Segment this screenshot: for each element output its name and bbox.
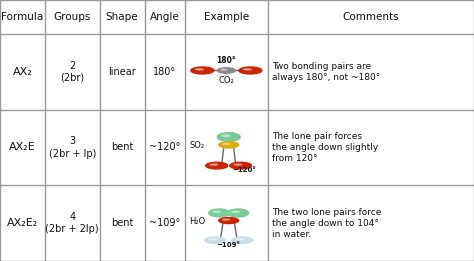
Text: ~109°: ~109° <box>149 218 180 228</box>
Ellipse shape <box>191 67 214 74</box>
FancyBboxPatch shape <box>185 34 268 110</box>
Text: Shape: Shape <box>106 12 138 22</box>
Text: ~109°: ~109° <box>217 242 241 248</box>
Ellipse shape <box>222 135 230 137</box>
Text: 4
(2br + 2lp): 4 (2br + 2lp) <box>46 212 99 234</box>
Text: AX₂E: AX₂E <box>9 143 36 152</box>
Ellipse shape <box>209 239 216 240</box>
Text: Example: Example <box>204 12 249 22</box>
Ellipse shape <box>213 211 220 212</box>
FancyBboxPatch shape <box>100 0 145 34</box>
Text: ~120°: ~120° <box>232 167 255 173</box>
Ellipse shape <box>234 164 242 165</box>
Ellipse shape <box>217 133 240 141</box>
FancyBboxPatch shape <box>268 110 474 185</box>
Ellipse shape <box>219 217 238 224</box>
FancyBboxPatch shape <box>0 34 45 110</box>
Text: SO₂: SO₂ <box>189 141 204 150</box>
Ellipse shape <box>204 237 225 243</box>
Text: Groups: Groups <box>54 12 91 22</box>
Text: The two lone pairs force
the angle down to 104°
in water.: The two lone pairs force the angle down … <box>272 207 381 239</box>
FancyBboxPatch shape <box>45 0 100 34</box>
Ellipse shape <box>223 219 230 220</box>
Text: Comments: Comments <box>343 12 399 22</box>
FancyBboxPatch shape <box>45 110 100 185</box>
Ellipse shape <box>236 239 244 240</box>
Ellipse shape <box>195 69 203 70</box>
Text: Two bonding pairs are
always 180°, not ~180°: Two bonding pairs are always 180°, not ~… <box>272 62 380 82</box>
FancyBboxPatch shape <box>100 110 145 185</box>
Ellipse shape <box>218 68 235 73</box>
FancyBboxPatch shape <box>100 185 145 261</box>
FancyBboxPatch shape <box>268 0 474 34</box>
Ellipse shape <box>232 211 239 212</box>
FancyBboxPatch shape <box>145 185 185 261</box>
Ellipse shape <box>221 69 227 70</box>
Ellipse shape <box>219 142 238 148</box>
Ellipse shape <box>210 164 218 165</box>
Text: 180°: 180° <box>217 56 236 66</box>
Text: 180°: 180° <box>153 67 176 77</box>
Text: AX₂: AX₂ <box>13 67 32 77</box>
Ellipse shape <box>228 209 248 217</box>
Ellipse shape <box>230 162 252 169</box>
Text: 2
(2br): 2 (2br) <box>60 61 84 83</box>
Text: bent: bent <box>111 218 133 228</box>
Ellipse shape <box>223 143 230 145</box>
FancyBboxPatch shape <box>145 110 185 185</box>
FancyBboxPatch shape <box>268 34 474 110</box>
FancyBboxPatch shape <box>145 34 185 110</box>
FancyBboxPatch shape <box>100 34 145 110</box>
Text: H₂O: H₂O <box>189 217 205 226</box>
FancyBboxPatch shape <box>45 34 100 110</box>
Text: bent: bent <box>111 143 133 152</box>
Ellipse shape <box>206 162 228 169</box>
Text: AX₂E₂: AX₂E₂ <box>7 218 38 228</box>
Text: CO₂: CO₂ <box>219 76 234 85</box>
Text: 3
(2br + lp): 3 (2br + lp) <box>49 136 96 159</box>
FancyBboxPatch shape <box>268 185 474 261</box>
FancyBboxPatch shape <box>0 185 45 261</box>
FancyBboxPatch shape <box>185 185 268 261</box>
Text: ~120°: ~120° <box>149 143 181 152</box>
Ellipse shape <box>239 67 262 74</box>
FancyBboxPatch shape <box>145 0 185 34</box>
FancyBboxPatch shape <box>0 110 45 185</box>
Text: linear: linear <box>108 67 136 77</box>
Ellipse shape <box>209 209 230 217</box>
Ellipse shape <box>244 69 252 70</box>
Text: The lone pair forces
the angle down slightly
from 120°: The lone pair forces the angle down slig… <box>272 132 378 163</box>
Text: Angle: Angle <box>150 12 180 22</box>
Text: Formula: Formula <box>1 12 44 22</box>
FancyBboxPatch shape <box>0 0 45 34</box>
FancyBboxPatch shape <box>185 110 268 185</box>
FancyBboxPatch shape <box>45 185 100 261</box>
Ellipse shape <box>232 237 253 243</box>
FancyBboxPatch shape <box>185 0 268 34</box>
